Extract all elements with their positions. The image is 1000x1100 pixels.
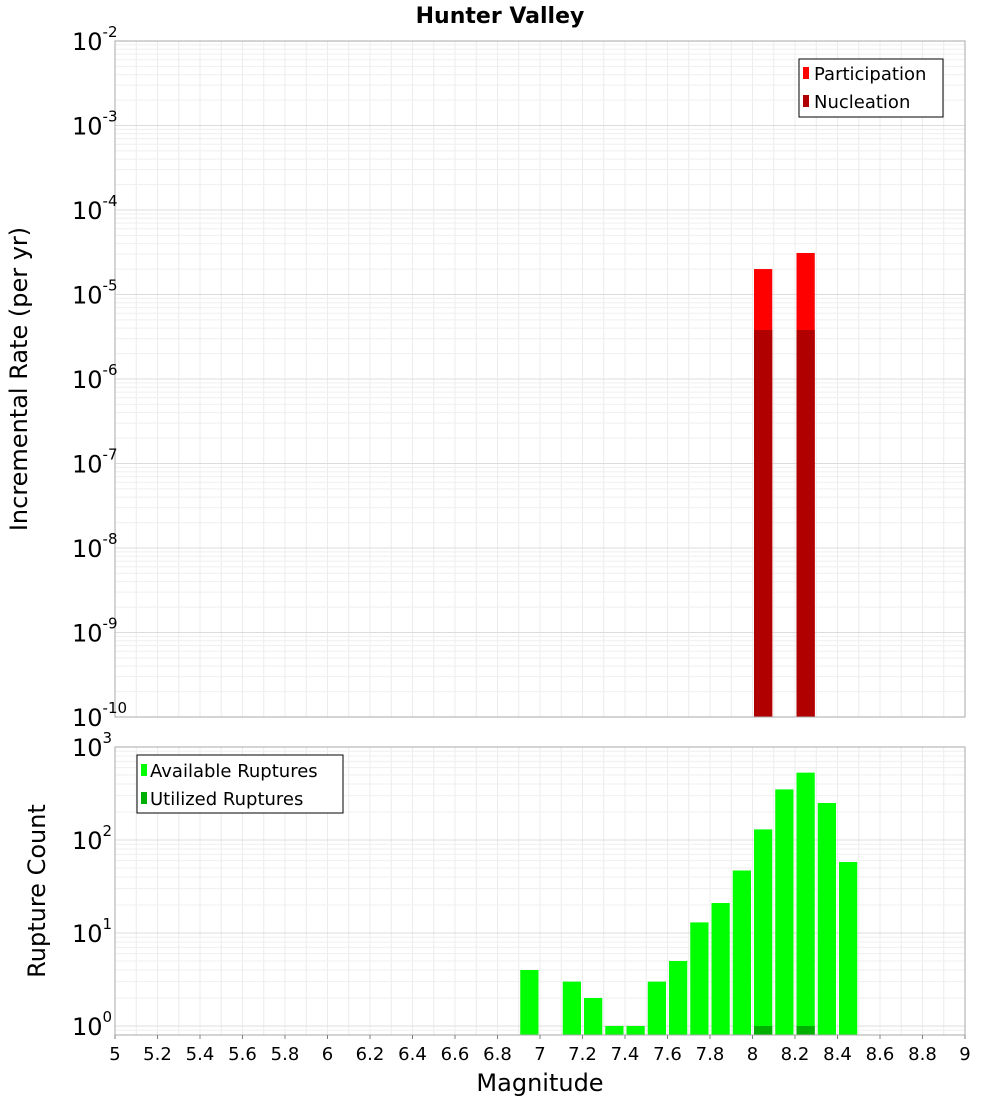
bar-available-ruptures: [562, 981, 581, 1035]
x-tick-label: 5.2: [143, 1044, 172, 1065]
y-tick-label: 10-7: [72, 446, 118, 479]
bar-nucleation: [796, 330, 815, 717]
y-tick-label: 10-6: [72, 361, 118, 394]
rate-legend-box: [798, 58, 944, 118]
x-tick-label: 6: [322, 1044, 333, 1065]
x-tick-label: 6.2: [356, 1044, 385, 1065]
legend-swatch-available-ruptures: [141, 764, 147, 776]
bar-available-ruptures: [754, 829, 773, 1035]
bar-available-ruptures: [839, 861, 858, 1035]
bar-available-ruptures: [690, 922, 709, 1035]
rate-bars: [754, 252, 815, 718]
rate-legend: Participation Nucleation: [798, 58, 944, 118]
x-tick-label: 8: [747, 1044, 758, 1065]
rate-plot-border: [114, 40, 966, 718]
bar-available-ruptures: [775, 789, 794, 1035]
y-tick-label: 10-5: [72, 277, 118, 310]
legend-label-utilized-ruptures: Utilized Ruptures: [150, 789, 303, 810]
legend-swatch-nucleation: [803, 95, 809, 107]
bar-available-ruptures: [817, 802, 836, 1035]
y-tick-label: 103: [72, 729, 112, 762]
x-tick-label: 8.4: [823, 1044, 852, 1065]
bar-available-ruptures: [796, 772, 815, 1035]
count-legend-box: [136, 754, 344, 814]
x-tick-label: 5.4: [186, 1044, 215, 1065]
y-tick-label: 10-2: [72, 23, 118, 56]
x-tick-label: 6.6: [441, 1044, 470, 1065]
y-tick-label: 10-10: [72, 699, 127, 732]
x-tick-label: 7.8: [696, 1044, 725, 1065]
x-tick-label: 8.8: [908, 1044, 937, 1065]
bar-available-ruptures: [605, 1025, 624, 1035]
x-tick-label: 7.2: [568, 1044, 597, 1065]
legend-label-participation: Participation: [814, 64, 926, 85]
count-x-ticks: 5 5.2 5.4 5.6 5.8 6 6.2 6.4 6.6 6.8 7 7.2 7.4 7.6 7.8 8…: [109, 1035, 971, 1065]
rate-y-axis-label: Incremental Rate (per yr): [5, 227, 33, 531]
bar-utilized-ruptures: [754, 1025, 773, 1035]
y-tick-label: 10-8: [72, 530, 118, 563]
bar-available-ruptures: [647, 981, 666, 1035]
bar-available-ruptures: [626, 1025, 645, 1035]
y-tick-label: 101: [72, 915, 112, 948]
y-tick-label: 10-9: [72, 615, 118, 648]
x-tick-label: 8.2: [781, 1044, 810, 1065]
bar-nucleation: [754, 330, 773, 717]
rate-y-ticks: 10-2 10-3 10-4 10-5 10-6 10-7 10-8 10-9 10-10: [72, 23, 127, 732]
bar-available-ruptures: [669, 960, 688, 1035]
chart-title: Hunter Valley: [416, 4, 585, 29]
x-tick-label: 5.6: [228, 1044, 257, 1065]
x-tick-label: 6.8: [483, 1044, 512, 1065]
y-tick-label: 10-4: [72, 192, 118, 225]
legend-label-available-ruptures: Available Ruptures: [150, 761, 318, 782]
legend-swatch-utilized-ruptures: [141, 792, 147, 804]
count-legend: Available Ruptures Utilized Ruptures: [136, 754, 344, 814]
x-tick-label: 9: [959, 1044, 970, 1065]
rate-grid: [114, 41, 966, 718]
y-tick-label: 10-3: [72, 108, 118, 141]
count-bars: [520, 772, 858, 1035]
bar-available-ruptures: [520, 969, 539, 1035]
bar-available-ruptures: [711, 903, 730, 1035]
x-axis-label: Magnitude: [476, 1069, 603, 1097]
x-tick-label: 7.6: [653, 1044, 682, 1065]
bar-available-ruptures: [732, 870, 751, 1035]
legend-label-nucleation: Nucleation: [814, 92, 910, 113]
bar-utilized-ruptures: [796, 1025, 815, 1035]
rate-panel: 10-2 10-3 10-4 10-5 10-6 10-7 10-8 10-9 10-10 In…: [5, 23, 966, 732]
x-tick-label: 7: [534, 1044, 545, 1065]
bar-available-ruptures: [584, 997, 603, 1035]
count-panel: 103 102 101 100 5 5.2 5.4 5.6 5.8 6 6.2 6.4 6.6 6.8 7…: [23, 729, 971, 1097]
y-tick-label: 102: [72, 822, 112, 855]
x-tick-label: 5.8: [271, 1044, 300, 1065]
x-tick-label: 7.4: [611, 1044, 640, 1065]
x-tick-label: 5: [109, 1044, 120, 1065]
count-y-axis-label: Rupture Count: [23, 804, 51, 978]
x-tick-label: 8.6: [866, 1044, 895, 1065]
count-y-ticks: 103 102 101 100: [72, 729, 112, 1041]
legend-swatch-participation: [803, 67, 809, 79]
x-tick-label: 6.4: [398, 1044, 427, 1065]
y-tick-label: 100: [72, 1008, 112, 1041]
